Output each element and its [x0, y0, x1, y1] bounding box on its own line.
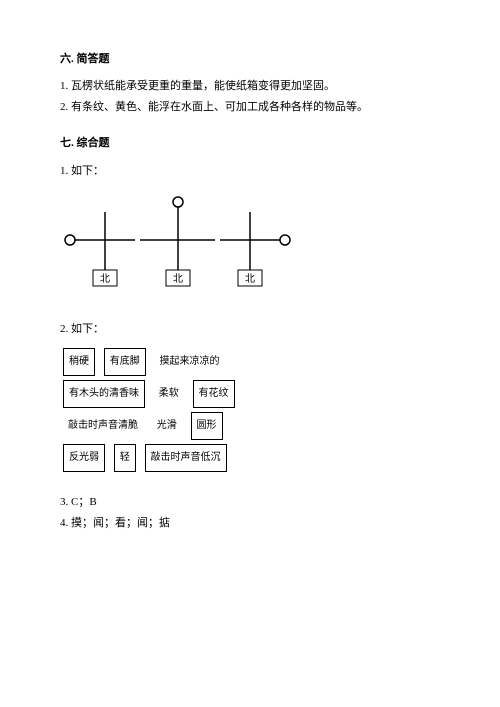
svg-text:北: 北	[100, 273, 110, 285]
tag-crisp-sound: 敲击时声音清脆	[63, 413, 143, 439]
question-2: 2. 如下：	[60, 320, 440, 336]
tag-soft: 柔软	[154, 381, 184, 407]
tag-base: 有底脚	[104, 348, 146, 376]
tag-wood-smell: 有木头的清香味	[63, 380, 145, 408]
tag-smooth: 光滑	[152, 413, 182, 439]
compass-diagram: 北 北 北	[60, 190, 440, 300]
tag-weak-reflect: 反光弱	[63, 444, 105, 472]
tag-round: 圆形	[191, 412, 223, 440]
section-6-title: 六. 简答题	[60, 50, 440, 66]
tag-cool: 摸起来凉凉的	[155, 349, 225, 375]
section-7: 七. 综合题 1. 如下： 北 北 北 2. 如下：	[60, 134, 440, 532]
question-1: 1. 如下：	[60, 162, 440, 178]
answer-6-1: 1. 瓦楞状纸能承受更重的重量，能使纸箱变得更加坚固。	[60, 78, 440, 96]
question-3: 3. C；B	[60, 494, 440, 512]
answer-6-2: 2. 有条纹、黄色、能浮在水面上、可加工成各种各样的物品等。	[60, 99, 440, 117]
svg-text:北: 北	[173, 273, 183, 285]
tag-low-sound: 敲击时声音低沉	[145, 444, 227, 472]
section-7-title: 七. 综合题	[60, 134, 440, 150]
properties-tags: 稍硬 有底脚 摸起来凉凉的 有木头的清香味 柔软 有花纹 敲击时声音清脆 光滑 …	[60, 346, 440, 474]
tag-hard: 稍硬	[63, 348, 95, 376]
tag-pattern: 有花纹	[193, 380, 235, 408]
tag-light: 轻	[114, 444, 136, 472]
question-4: 4. 摸；闻；看；闻；掂	[60, 515, 440, 533]
section-6: 六. 简答题 1. 瓦楞状纸能承受更重的重量，能使纸箱变得更加坚固。 2. 有条…	[60, 50, 440, 116]
svg-text:北: 北	[245, 273, 255, 285]
